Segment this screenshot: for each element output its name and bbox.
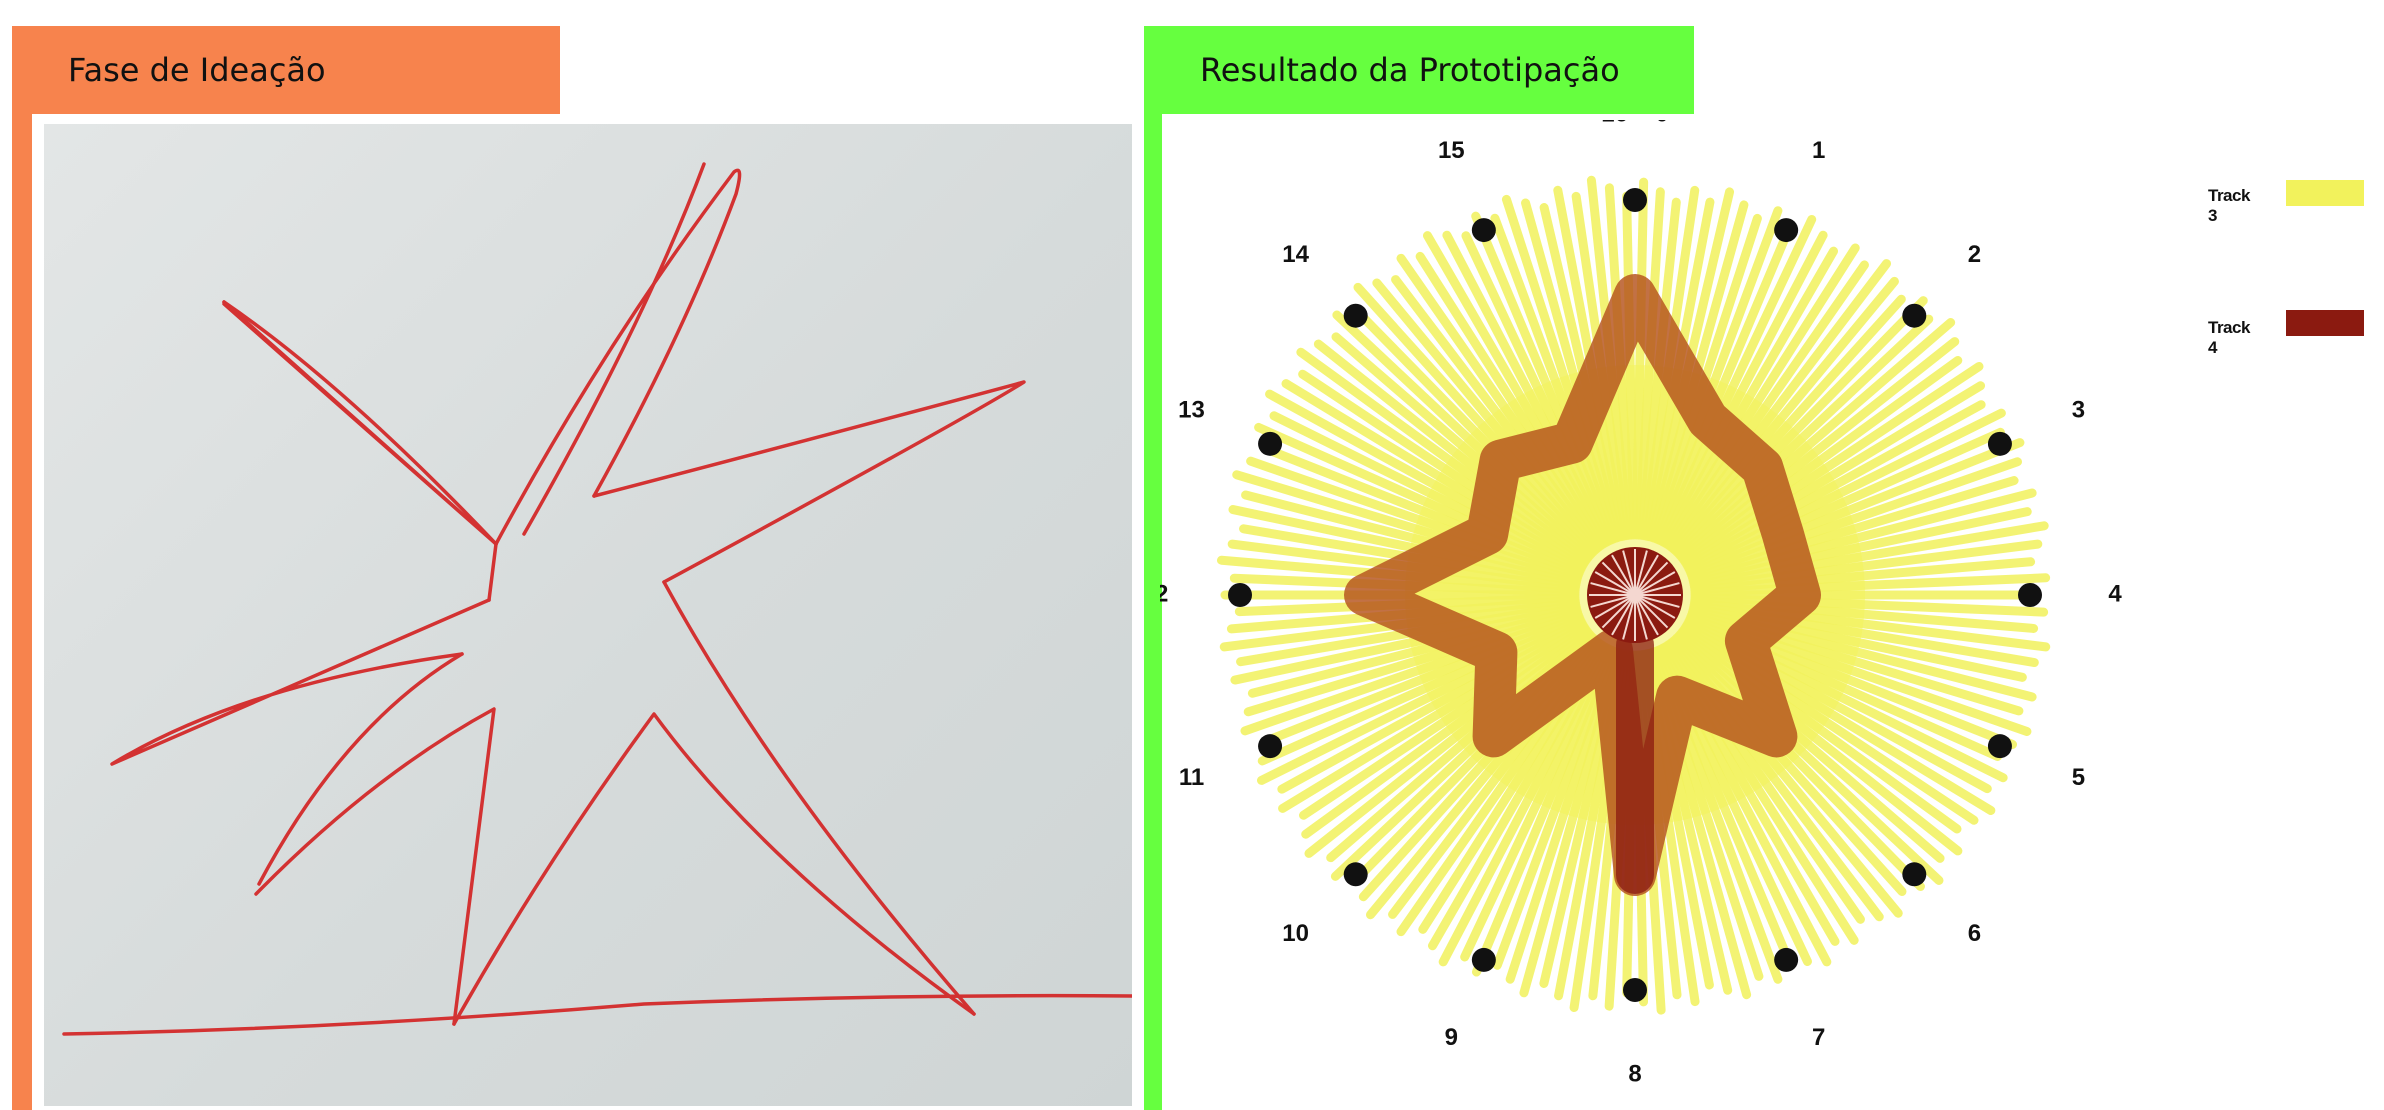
step-label: 8 [1628,1060,1641,1087]
step-marker [1774,218,1798,242]
step-label: 9 [1445,1024,1458,1051]
step-marker [1472,948,1496,972]
step-label: 2 [1968,241,1981,268]
step-label: 16 = 0 [1601,120,1668,127]
step-label: 12 [1160,580,1168,607]
step-marker [1623,978,1647,1002]
step-marker [1902,862,1926,886]
step-label: 14 [1282,241,1309,268]
ideation-title: Fase de Ideação [68,51,326,89]
step-marker [1344,862,1368,886]
step-marker [1472,218,1496,242]
rhythm-clock-svg: 16 = 0123456789101112131415 [1160,120,2384,1110]
step-label: 10 [1282,920,1309,947]
step-label: 15 [1438,137,1465,164]
ideation-header: Fase de Ideação [12,26,560,114]
red-star-sketch [44,124,1132,1106]
step-marker [1344,304,1368,328]
step-label: 3 [2072,397,2085,424]
ideation-sketch-photo [44,124,1132,1106]
prototype-title: Resultado da Prototipação [1200,51,1620,89]
step-marker [1258,432,1282,456]
step-label: 5 [2072,764,2085,791]
step-marker [2018,583,2042,607]
legend-swatch-track-3 [2286,180,2364,206]
step-label: 7 [1812,1024,1825,1051]
prototype-header: Resultado da Prototipação [1144,26,1694,114]
legend-label-track-3: Track 3 [2208,186,2250,226]
step-label: 4 [2108,580,2122,607]
step-label: 11 [1179,764,1204,791]
step-marker [1988,734,2012,758]
legend-label-track-4: Track 4 [2208,318,2250,358]
legend-swatch-track-4 [2286,310,2364,336]
step-marker [1258,734,1282,758]
step-marker [1774,948,1798,972]
ideation-accent-bar [12,114,32,1110]
step-marker [1902,304,1926,328]
rhythm-clock-visualization: 16 = 0123456789101112131415 [1160,120,2384,1110]
step-label: 1 [1812,137,1825,164]
step-marker [1228,583,1252,607]
step-label: 13 [1178,397,1205,424]
step-label: 6 [1968,920,1981,947]
step-marker [1988,432,2012,456]
step-marker [1623,188,1647,212]
